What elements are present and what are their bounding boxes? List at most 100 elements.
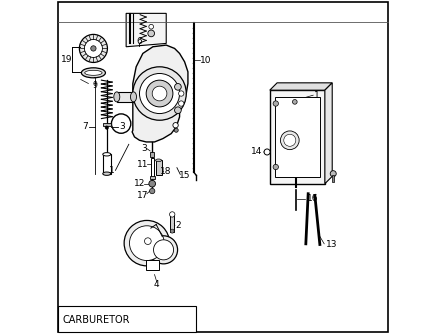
Text: 1: 1 bbox=[92, 77, 97, 86]
Circle shape bbox=[178, 91, 184, 96]
Bar bbox=[170, 215, 174, 232]
Polygon shape bbox=[325, 83, 332, 184]
Circle shape bbox=[193, 133, 194, 134]
Circle shape bbox=[193, 108, 194, 109]
Circle shape bbox=[193, 48, 194, 49]
Circle shape bbox=[193, 88, 194, 89]
Circle shape bbox=[193, 63, 194, 64]
Circle shape bbox=[193, 153, 194, 154]
Text: 3: 3 bbox=[142, 144, 147, 153]
Polygon shape bbox=[126, 13, 166, 47]
Circle shape bbox=[174, 84, 181, 90]
Circle shape bbox=[152, 86, 167, 101]
Ellipse shape bbox=[156, 159, 161, 162]
Circle shape bbox=[79, 34, 107, 62]
Circle shape bbox=[193, 163, 194, 164]
Ellipse shape bbox=[103, 172, 111, 175]
Ellipse shape bbox=[131, 92, 136, 102]
Circle shape bbox=[174, 128, 178, 132]
Circle shape bbox=[193, 93, 194, 94]
Circle shape bbox=[193, 123, 194, 124]
Circle shape bbox=[193, 83, 194, 84]
Circle shape bbox=[193, 168, 194, 169]
Text: 3: 3 bbox=[119, 123, 125, 131]
Circle shape bbox=[178, 101, 184, 106]
Circle shape bbox=[193, 118, 194, 119]
Bar bbox=[270, 90, 325, 184]
Polygon shape bbox=[270, 83, 332, 90]
Text: 17: 17 bbox=[137, 191, 149, 200]
Ellipse shape bbox=[103, 153, 111, 156]
Circle shape bbox=[193, 58, 194, 59]
Text: 9: 9 bbox=[92, 81, 97, 90]
Circle shape bbox=[148, 30, 154, 37]
Circle shape bbox=[193, 158, 194, 159]
Circle shape bbox=[169, 212, 175, 217]
Circle shape bbox=[273, 164, 278, 170]
Text: 14: 14 bbox=[251, 148, 262, 156]
Text: 4: 4 bbox=[154, 280, 160, 289]
Circle shape bbox=[193, 128, 194, 129]
Circle shape bbox=[129, 226, 164, 261]
Circle shape bbox=[193, 43, 194, 44]
Circle shape bbox=[149, 236, 178, 264]
Circle shape bbox=[124, 220, 169, 266]
Circle shape bbox=[84, 39, 103, 57]
Circle shape bbox=[140, 73, 180, 114]
Bar bbox=[58, 306, 196, 332]
Circle shape bbox=[193, 113, 194, 114]
Circle shape bbox=[193, 148, 194, 149]
Text: CARBURETOR: CARBURETOR bbox=[62, 315, 129, 325]
Bar bbox=[145, 260, 159, 270]
Circle shape bbox=[146, 80, 173, 107]
Text: 11: 11 bbox=[137, 160, 149, 169]
Circle shape bbox=[149, 188, 155, 194]
Circle shape bbox=[193, 138, 194, 139]
Text: 2: 2 bbox=[175, 221, 181, 230]
Circle shape bbox=[105, 126, 108, 129]
Text: 15: 15 bbox=[179, 171, 190, 180]
Circle shape bbox=[133, 67, 186, 120]
Text: 6: 6 bbox=[136, 37, 142, 46]
Circle shape bbox=[284, 134, 296, 146]
Circle shape bbox=[193, 53, 194, 54]
Circle shape bbox=[173, 123, 178, 128]
Circle shape bbox=[193, 78, 194, 79]
Circle shape bbox=[293, 100, 297, 104]
Polygon shape bbox=[132, 45, 188, 142]
Circle shape bbox=[330, 171, 336, 177]
Circle shape bbox=[273, 101, 278, 106]
Text: 19: 19 bbox=[61, 55, 73, 64]
Circle shape bbox=[193, 33, 194, 34]
Circle shape bbox=[193, 103, 194, 104]
Ellipse shape bbox=[81, 68, 105, 78]
Bar bbox=[103, 123, 111, 126]
Text: 18: 18 bbox=[160, 167, 171, 175]
Bar bbox=[150, 152, 154, 157]
Text: 10: 10 bbox=[200, 56, 212, 64]
Text: 1: 1 bbox=[314, 91, 319, 100]
Bar bbox=[149, 176, 155, 179]
Text: 13: 13 bbox=[326, 240, 337, 249]
Bar bbox=[332, 175, 334, 182]
Bar bbox=[275, 97, 320, 177]
Circle shape bbox=[193, 38, 194, 39]
Circle shape bbox=[281, 131, 299, 150]
Circle shape bbox=[170, 229, 174, 233]
Circle shape bbox=[193, 143, 194, 144]
Circle shape bbox=[153, 240, 173, 260]
Circle shape bbox=[174, 107, 181, 114]
Text: 12: 12 bbox=[134, 179, 145, 188]
Circle shape bbox=[149, 24, 153, 29]
Bar bbox=[156, 160, 161, 175]
Ellipse shape bbox=[85, 70, 102, 75]
Text: 16: 16 bbox=[306, 194, 318, 203]
Bar bbox=[117, 92, 133, 102]
Circle shape bbox=[193, 73, 194, 74]
Circle shape bbox=[149, 180, 156, 187]
Circle shape bbox=[193, 68, 194, 69]
Circle shape bbox=[193, 98, 194, 99]
Circle shape bbox=[91, 46, 96, 51]
Text: 1: 1 bbox=[109, 166, 115, 175]
Bar bbox=[103, 154, 111, 174]
